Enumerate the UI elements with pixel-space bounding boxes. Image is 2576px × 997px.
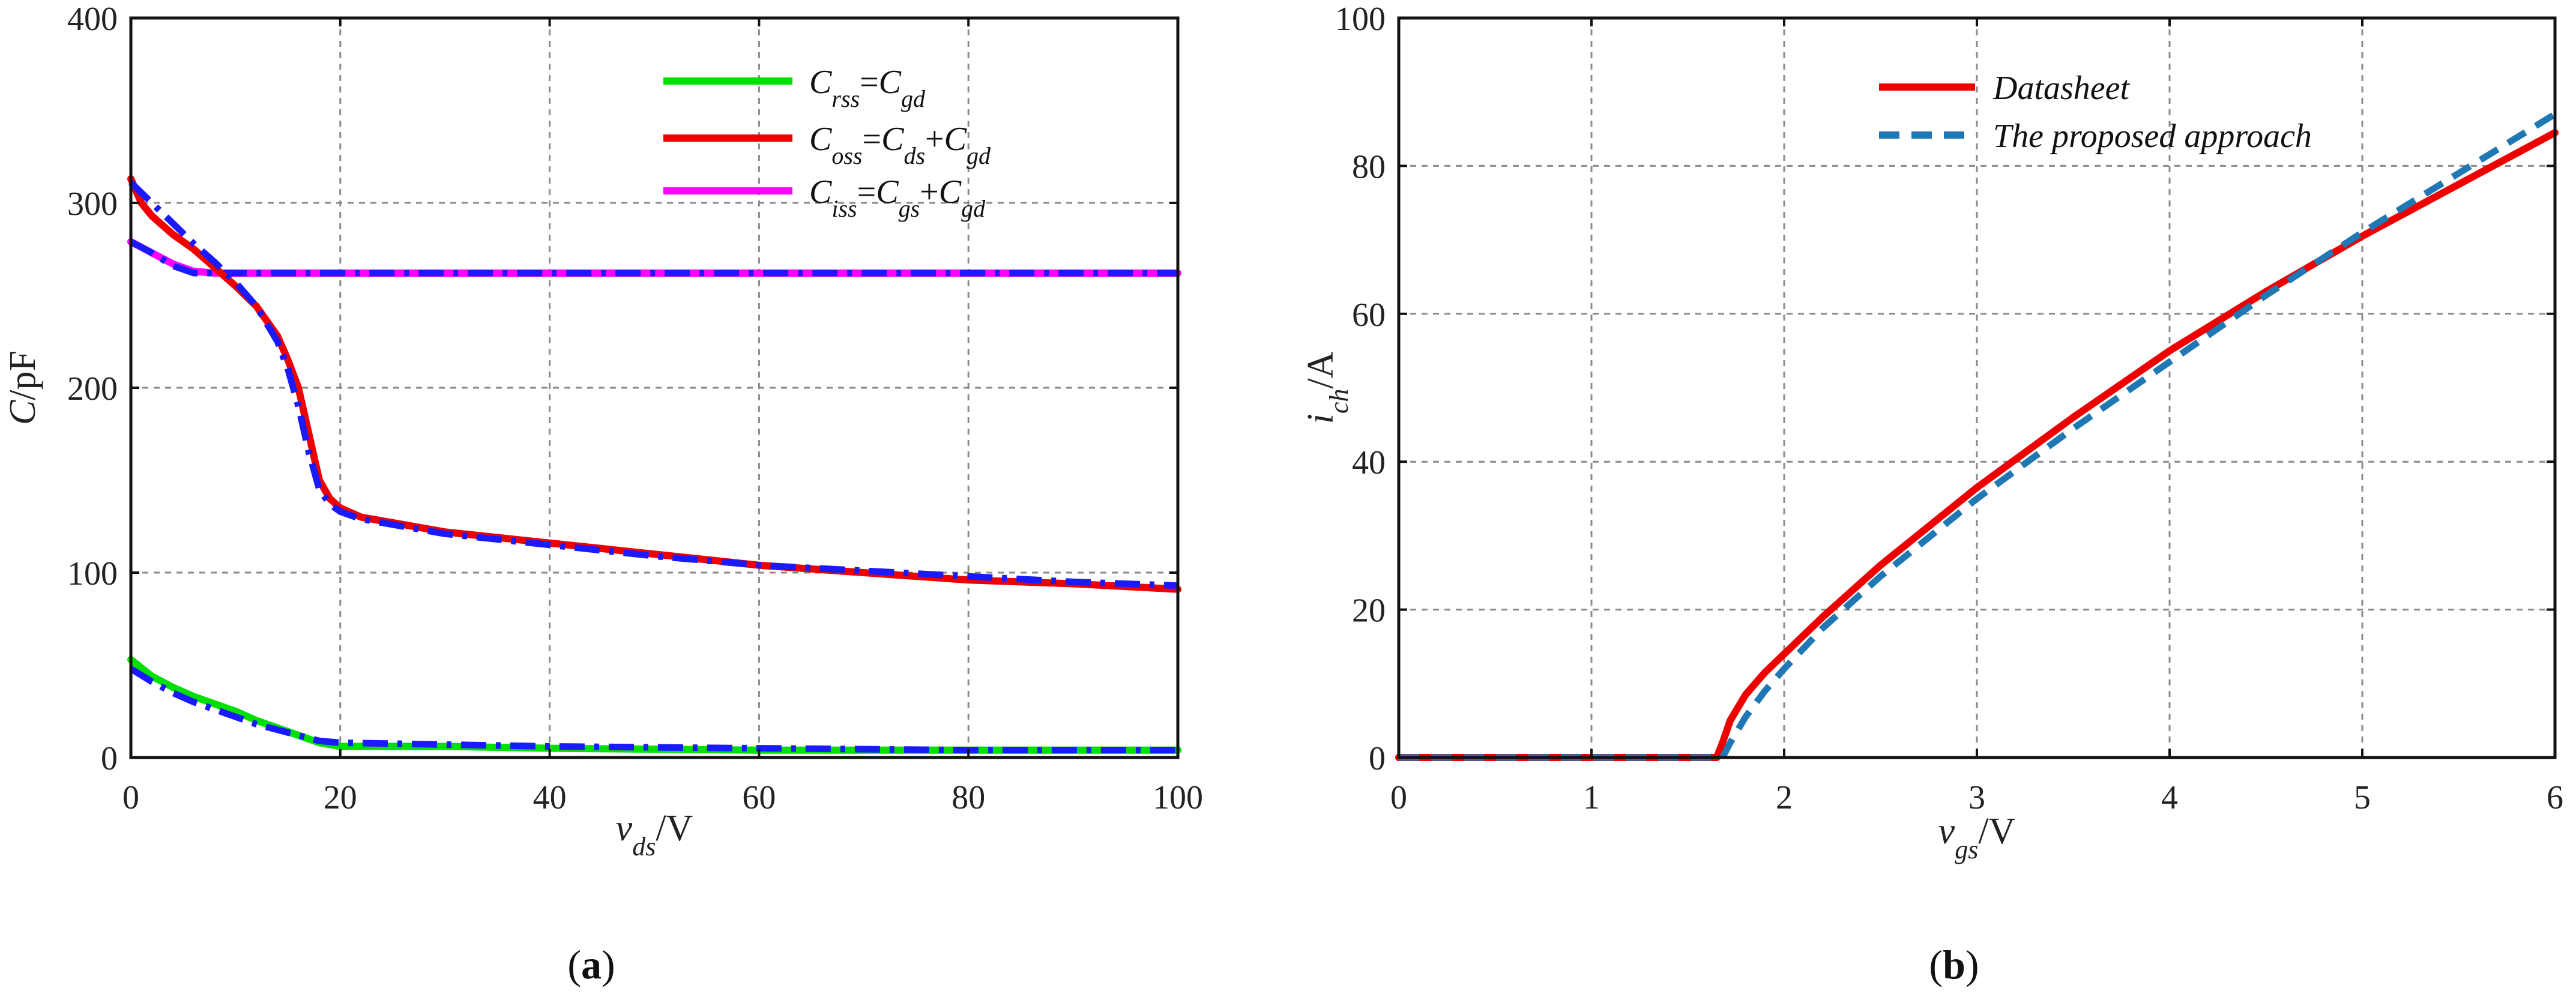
y-tick-label: 100 <box>1335 1 1386 38</box>
x-tick-label: 3 <box>1968 779 1985 816</box>
legend-entry: Crss=Cgd <box>809 64 926 112</box>
y-tick-label: 40 <box>1352 444 1386 481</box>
x-tick-label: 40 <box>533 779 567 816</box>
chart-a: 0 20 40 60 80 100 0 100 200 300 400 vds/V C/pF Crss=C… <box>2 1 1203 987</box>
x-tick-label: 1 <box>1583 779 1600 816</box>
x-tick-label: 0 <box>122 779 139 816</box>
legend-entry: Ciss=Cgs+Cgd <box>809 173 986 222</box>
x-axis-label: vgs/V <box>1938 811 2016 864</box>
y-tick-label: 20 <box>1352 592 1386 630</box>
chart-b: 0 1 2 3 4 5 6020406080100vgs/Vich/ADatasheetTh… <box>1300 1 2563 987</box>
panel-label: (b) <box>1929 942 1979 987</box>
y-tick-label: 60 <box>1352 297 1386 334</box>
y-axis-label: ich/A <box>1300 351 1354 424</box>
x-axis-label: vds/V <box>616 808 693 861</box>
series-line-crss-model <box>129 666 1178 754</box>
y-tick-label: 100 <box>67 555 118 592</box>
legend-entry: Datasheet <box>1992 70 2131 107</box>
panel-label: (a) <box>567 942 615 987</box>
x-tick-label: 5 <box>2354 779 2371 816</box>
x-tick-label: 80 <box>952 779 985 816</box>
x-tick-label: 6 <box>2547 779 2563 816</box>
x-tick-label: 100 <box>1153 779 1203 816</box>
y-tick-label: 200 <box>67 370 118 408</box>
legend-entry: Coss=Cds+Cgd <box>809 121 991 169</box>
series-line-coss-model <box>128 180 1178 589</box>
legend-entry: The proposed approach <box>1993 118 2312 155</box>
y-tick-label: 400 <box>67 1 118 38</box>
x-tick-label: 2 <box>1776 779 1793 816</box>
y-tick-label: 0 <box>101 740 118 777</box>
x-tick-label: 60 <box>742 779 776 816</box>
y-tick-label: 80 <box>1352 148 1386 185</box>
series-line-the-proposed-approach <box>1399 111 2557 761</box>
x-tick-label: 20 <box>324 779 357 816</box>
y-tick-label: 0 <box>1369 740 1386 777</box>
series-line-ciss-model <box>129 238 1178 277</box>
y-tick-label: 300 <box>67 185 118 223</box>
y-axis-label: C/pF <box>2 351 43 425</box>
x-tick-label: 4 <box>2161 779 2178 816</box>
x-tick-label: 0 <box>1390 779 1407 816</box>
